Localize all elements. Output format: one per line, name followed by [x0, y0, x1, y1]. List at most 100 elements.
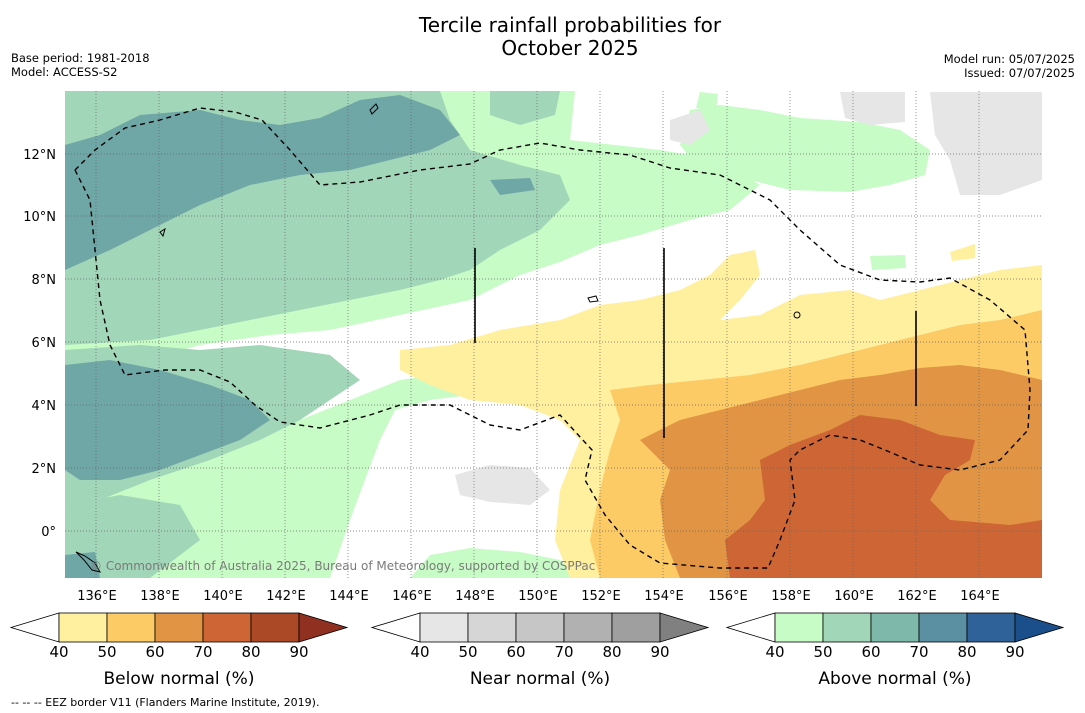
colorbar-below: [9, 612, 349, 643]
colorbar-tick: 90: [650, 643, 670, 661]
colorbar-above: [725, 612, 1065, 643]
colorbar-tick: 40: [765, 643, 785, 661]
lon-label: 156°E: [708, 589, 748, 604]
lat-label: 12°N: [23, 148, 56, 163]
lon-label: 154°E: [644, 589, 684, 604]
colorbar-tick: 70: [909, 643, 929, 661]
title-line-1: Tercile rainfall probabilities for: [418, 13, 722, 37]
colorbar-segment: [154, 612, 204, 643]
near-40-region: [840, 92, 905, 125]
colorbar-tick: 80: [241, 643, 261, 661]
colorbar-tick: 50: [97, 643, 117, 661]
above-60-region: [65, 552, 100, 578]
near-40-region: [455, 465, 550, 505]
colorbar-segment: [250, 612, 300, 643]
colorbar-segment: [918, 612, 968, 643]
above-60-region: [65, 95, 460, 270]
lat-label: 2°N: [32, 462, 57, 477]
colorbar-tick: 90: [1005, 643, 1025, 661]
lat-label: 8°N: [32, 273, 57, 288]
colorbar-segment: [419, 612, 469, 643]
colorbar-segment: [822, 612, 872, 643]
colorbar-extend-max: [298, 612, 349, 643]
lon-label: 146°E: [392, 589, 432, 604]
lon-label: 164°E: [960, 589, 1000, 604]
lon-labels: 136°E 138°E 140°E 142°E 144°E 146°E 148°…: [77, 589, 1000, 604]
colorbar-near-label: Near normal (%): [469, 669, 611, 689]
near-40-region: [670, 110, 710, 145]
colorbar-segment: [467, 612, 517, 643]
colorbar-below-label: Below normal (%): [103, 669, 255, 689]
colorbar-segment: [870, 612, 920, 643]
lat-label: 6°N: [32, 336, 57, 351]
above-60-region: [490, 178, 535, 195]
colorbar-tick: 70: [554, 643, 574, 661]
islands: [75, 103, 801, 573]
below-70-region: [725, 415, 1042, 578]
lon-label: 150°E: [518, 589, 558, 604]
lat-label: 4°N: [32, 399, 57, 414]
map-plot-area: © Commonwealth of Australia 2025, Bureau…: [65, 91, 1042, 578]
colorbar-near: [370, 612, 710, 643]
model-name: Model: ACCESS-S2: [11, 65, 118, 79]
colorbar-tick: 50: [458, 643, 478, 661]
colorbar-segment: [563, 612, 613, 643]
above-40-region: [696, 92, 718, 110]
colorbar-extend-max: [659, 612, 710, 643]
lat-labels: 12°N 10°N 8°N 6°N 4°N 2°N 0°: [23, 148, 56, 540]
above-40-region: [65, 330, 560, 578]
colorbar-segment: [202, 612, 252, 643]
above-40-region: [410, 548, 580, 578]
colorbar-segment: [58, 612, 108, 643]
footer-note: -- -- -- EEZ border V11 (Flanders Marine…: [11, 696, 320, 709]
lon-label: 162°E: [897, 589, 937, 604]
near-40-region: [930, 92, 1042, 195]
lon-label: 136°E: [77, 589, 117, 604]
below-40-region: [950, 244, 975, 261]
colorbar-tick: 40: [410, 643, 430, 661]
copyright-text: © Commonwealth of Australia 2025, Bureau…: [90, 559, 595, 573]
above-50-region: [65, 495, 200, 578]
lon-label: 158°E: [771, 589, 811, 604]
colorbar-tick: 60: [861, 643, 881, 661]
colorbar-segment: [966, 612, 1016, 643]
lon-label: 144°E: [329, 589, 369, 604]
colorbar-segment: [106, 612, 156, 643]
base-period: Base period: 1981-2018: [11, 51, 150, 65]
colorbar-extend-min: [9, 612, 60, 643]
colorbar-tick: 80: [957, 643, 977, 661]
colorbar-tick: 40: [49, 643, 69, 661]
meta-right: Model run: 05/07/2025 Issued: 07/07/2025: [944, 52, 1075, 80]
colorbar-tick: 60: [506, 643, 526, 661]
colorbar-segment: [515, 612, 565, 643]
map-grid: [65, 91, 1042, 578]
title-line-2: October 2025: [501, 36, 639, 60]
lon-label: 148°E: [455, 589, 495, 604]
above-50-region: [490, 91, 560, 125]
colorbar-tick: 50: [813, 643, 833, 661]
colorbar-tick: 60: [145, 643, 165, 661]
eez-border: [74, 107, 1031, 569]
colorbar-extend-min: [370, 612, 421, 643]
border-segments: [474, 248, 917, 438]
above-40-region: [870, 255, 906, 270]
model-run: Model run: 05/07/2025: [943, 52, 1075, 66]
above-60-region: [65, 360, 270, 480]
lat-label: 0°: [41, 525, 56, 540]
lon-label: 138°E: [140, 589, 180, 604]
lon-label: 140°E: [203, 589, 243, 604]
lon-label: 152°E: [581, 589, 621, 604]
colorbar-segment: [611, 612, 661, 643]
colorbar-extend-max: [1014, 612, 1065, 643]
lat-label: 10°N: [23, 210, 56, 225]
issued-date: Issued: 07/07/2025: [964, 66, 1075, 80]
colorbar-extend-min: [725, 612, 776, 643]
colorbar-tick: 80: [602, 643, 622, 661]
meta-left: Base period: 1981-2018 Model: ACCESS-S2: [11, 51, 150, 79]
colorbar-above-label: Above normal (%): [818, 669, 972, 689]
above-40-region: [680, 105, 930, 192]
chart-title: Tercile rainfall probabilities for Octob…: [0, 14, 1085, 60]
lon-label: 142°E: [266, 589, 306, 604]
colorbar-tick: 70: [193, 643, 213, 661]
